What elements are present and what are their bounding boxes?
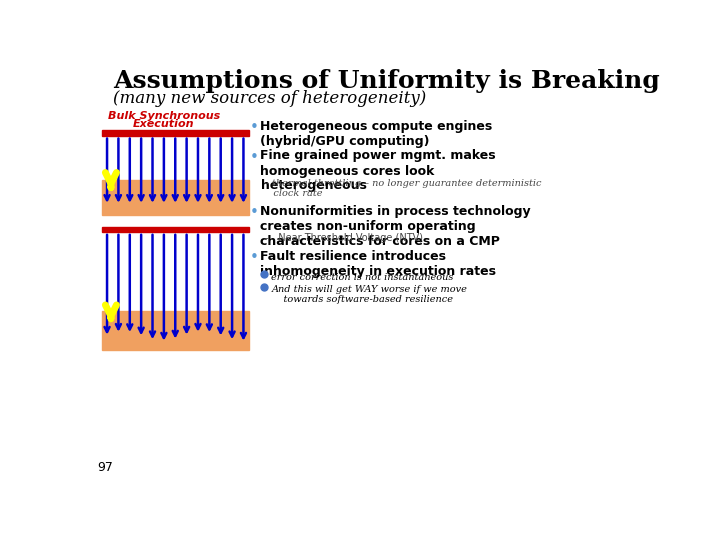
Text: Heterogeneous compute engines
(hybrid/GPU computing): Heterogeneous compute engines (hybrid/GP… — [261, 120, 492, 148]
Text: Fault resilience introduces
inhomogeneity in execution rates: Fault resilience introduces inhomogeneit… — [261, 249, 497, 278]
Text: Fine grained power mgmt. makes
homogeneous cores look
heterogeneous: Fine grained power mgmt. makes homogeneo… — [261, 150, 496, 192]
Text: Assumptions of Uniformity is Breaking: Assumptions of Uniformity is Breaking — [113, 69, 660, 93]
Text: –   Near Threshold Voltage (NTV): – Near Threshold Voltage (NTV) — [264, 233, 423, 242]
Bar — [102, 180, 249, 215]
Text: error correction is not instantaneous: error correction is not instantaneous — [271, 273, 454, 282]
Text: And this will get WAY worse if we move
    towards software-based resilience: And this will get WAY worse if we move t… — [271, 285, 467, 305]
Text: 97: 97 — [98, 462, 114, 475]
Text: •: • — [250, 120, 258, 135]
Text: •: • — [250, 150, 258, 165]
Bar — [102, 311, 249, 350]
Text: •: • — [250, 249, 258, 265]
Text: (many new sources of heterogeneity): (many new sources of heterogeneity) — [113, 90, 426, 107]
Bar — [102, 226, 249, 232]
Text: Execution: Execution — [133, 119, 194, 129]
Text: Nonuniformities in process technology
creates non-uniform operating
characterist: Nonuniformities in process technology cr… — [261, 205, 531, 248]
Text: •: • — [250, 205, 258, 220]
Text: Bulk Synchronous: Bulk Synchronous — [107, 111, 220, 121]
Bar — [102, 130, 249, 136]
Text: – thermal throttling – no longer guarantee deterministic
   clock rate: – thermal throttling – no longer guarant… — [264, 179, 541, 198]
